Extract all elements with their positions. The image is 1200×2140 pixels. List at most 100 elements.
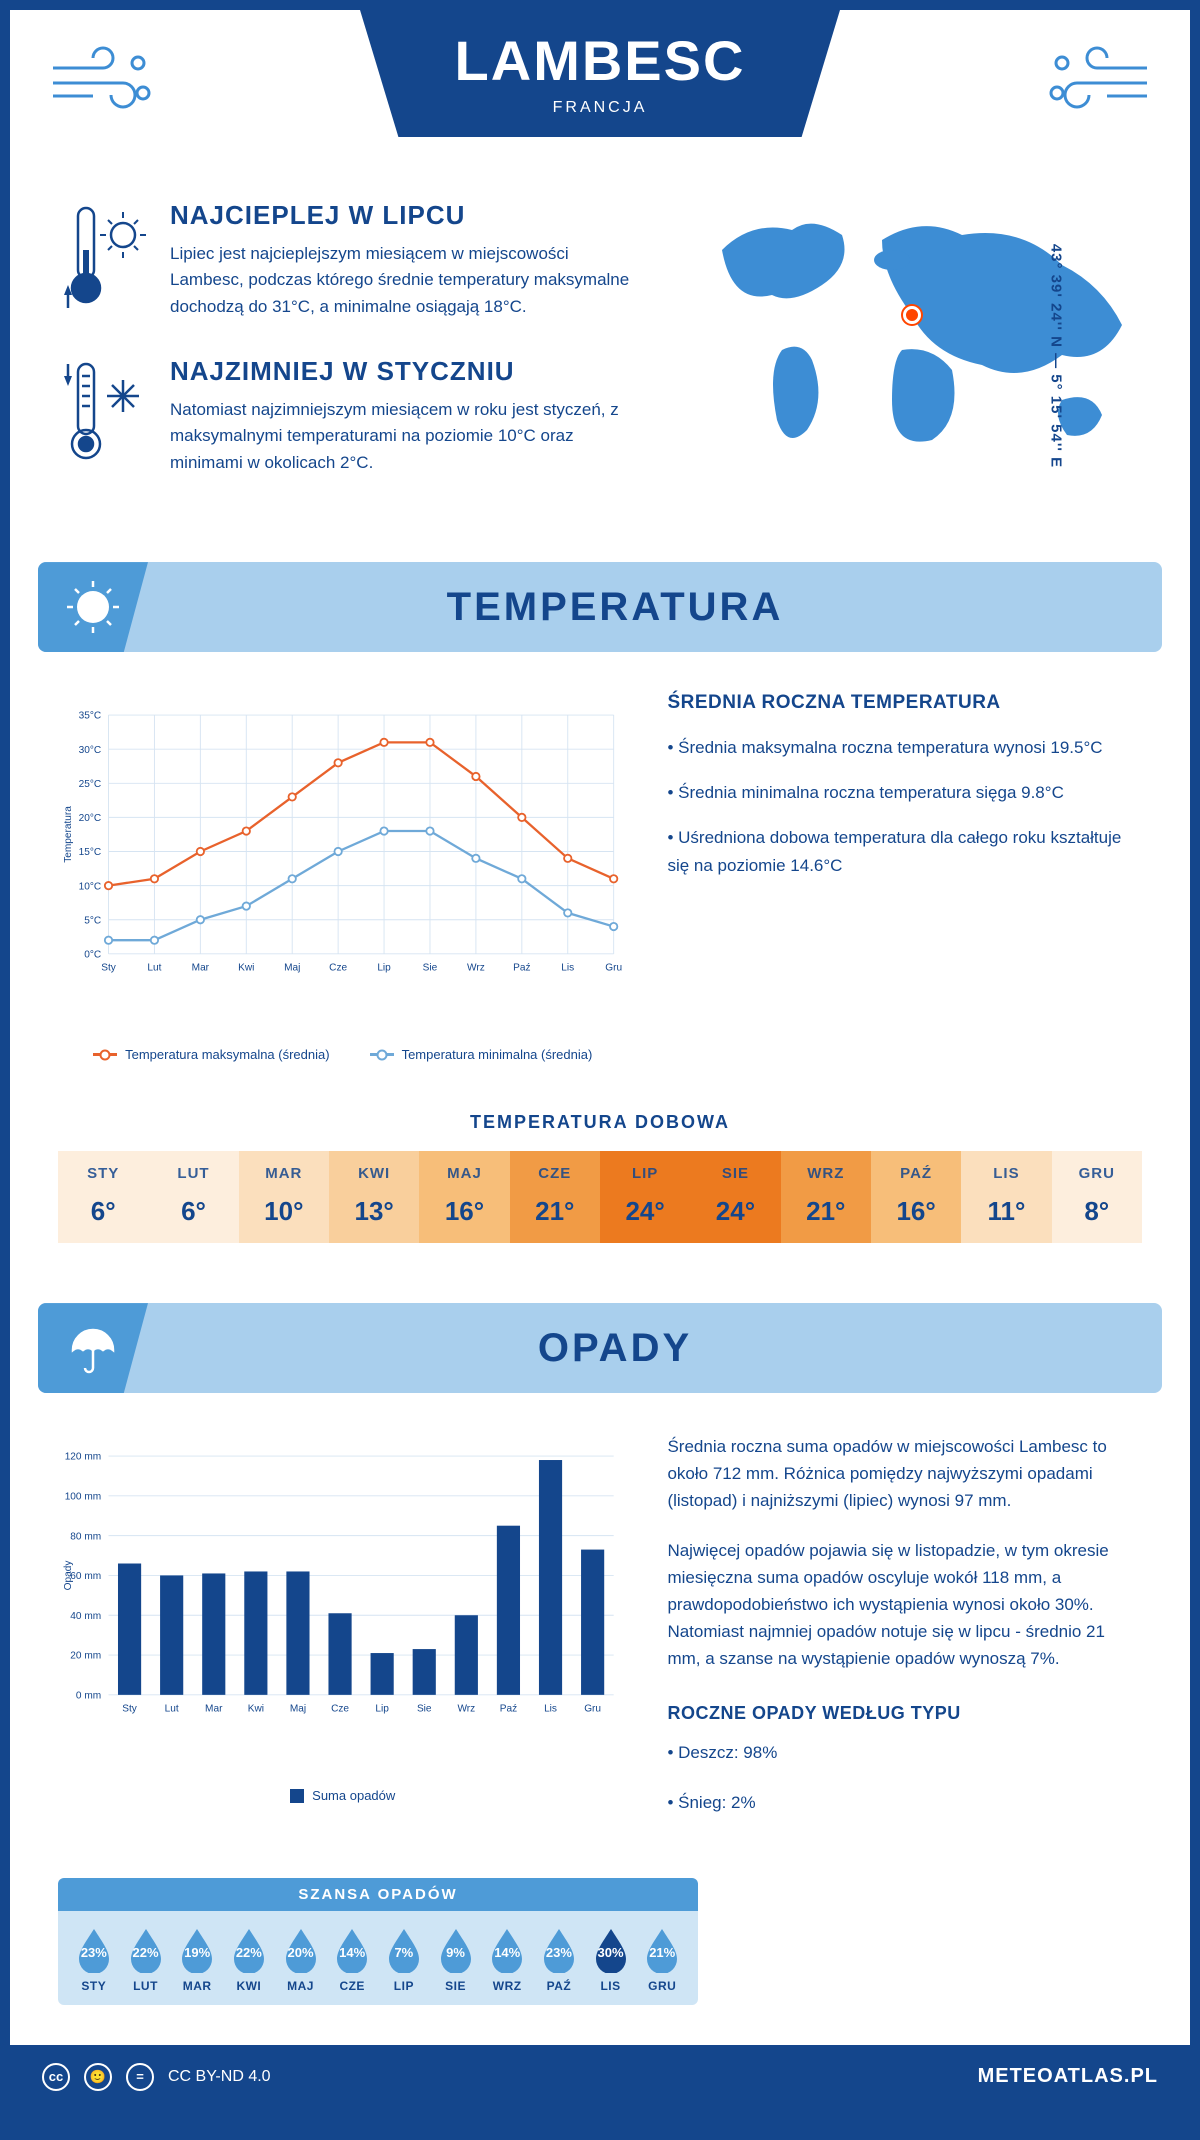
- daily-cell: PAŹ16°: [871, 1151, 961, 1243]
- svg-text:Wrz: Wrz: [467, 962, 485, 973]
- wind-icon: [48, 38, 158, 135]
- thermometer-snow-icon: [58, 356, 148, 476]
- chance-cell: 21%GRU: [636, 1927, 688, 1993]
- svg-text:Temperatura: Temperatura: [63, 806, 74, 863]
- daily-temp-title: TEMPERATURA DOBOWA: [10, 1112, 1190, 1133]
- nd-icon: =: [126, 2063, 154, 2091]
- svg-text:Lip: Lip: [375, 1703, 389, 1714]
- svg-text:Kwi: Kwi: [238, 962, 254, 973]
- section-title: OPADY: [68, 1326, 1162, 1371]
- svg-text:0°C: 0°C: [84, 950, 101, 961]
- fact-coldest: NAJZIMNIEJ W STYCZNIU Natomiast najzimni…: [58, 356, 642, 476]
- cc-icon: cc: [42, 2063, 70, 2091]
- footer: cc 🙂 = CC BY-ND 4.0 METEOATLAS.PL: [10, 2045, 1190, 2109]
- intro-section: NAJCIEPLEJ W LIPCU Lipiec jest najcieple…: [10, 170, 1190, 562]
- fact-text: Lipiec jest najcieplejszym miesiącem w m…: [170, 241, 642, 320]
- daily-cell: LIS11°: [961, 1151, 1051, 1243]
- svg-text:15°C: 15°C: [79, 847, 102, 858]
- info-title: ROCZNE OPADY WEDŁUG TYPU: [667, 1699, 1142, 1728]
- chance-cell: 22%LUT: [120, 1927, 172, 1993]
- svg-text:Gru: Gru: [605, 962, 622, 973]
- chance-cell: 14%WRZ: [481, 1927, 533, 1993]
- svg-text:Cze: Cze: [329, 962, 347, 973]
- svg-text:Sie: Sie: [423, 962, 438, 973]
- coordinates: 43° 39' 24'' N — 5° 15' 54'' E: [1047, 244, 1064, 468]
- info-bullet: • Śnieg: 2%: [667, 1789, 1142, 1816]
- daily-cell: SIE24°: [690, 1151, 780, 1243]
- chance-title: SZANSA OPADÓW: [58, 1878, 698, 1911]
- daily-cell: CZE21°: [510, 1151, 600, 1243]
- legend-label: Suma opadów: [312, 1788, 395, 1803]
- svg-text:Lip: Lip: [377, 962, 391, 973]
- svg-text:Sty: Sty: [101, 962, 117, 973]
- svg-text:Maj: Maj: [290, 1703, 306, 1714]
- section-banner-temperature: TEMPERATURA: [38, 562, 1162, 652]
- svg-text:Lut: Lut: [147, 962, 161, 973]
- daily-cell: MAR10°: [239, 1151, 329, 1243]
- svg-text:Paź: Paź: [513, 962, 530, 973]
- umbrella-icon: [38, 1303, 148, 1393]
- precipitation-chance: SZANSA OPADÓW 23%STY22%LUT19%MAR22%KWI20…: [58, 1878, 698, 2005]
- daily-cell: MAJ16°: [419, 1151, 509, 1243]
- svg-text:10°C: 10°C: [79, 881, 102, 892]
- svg-text:35°C: 35°C: [79, 711, 102, 722]
- chart-legend: Suma opadów: [58, 1788, 627, 1803]
- svg-text:100 mm: 100 mm: [65, 1492, 101, 1503]
- sun-icon: [38, 562, 148, 652]
- chance-cell: 23%PAŹ: [533, 1927, 585, 1993]
- chance-cell: 14%CZE: [326, 1927, 378, 1993]
- by-icon: 🙂: [84, 2063, 112, 2091]
- svg-text:Kwi: Kwi: [248, 1703, 264, 1714]
- daily-cell: LUT6°: [148, 1151, 238, 1243]
- thermometer-sun-icon: [58, 200, 148, 320]
- info-bullet: • Uśredniona dobowa temperatura dla całe…: [667, 824, 1142, 878]
- temperature-info: ŚREDNIA ROCZNA TEMPERATURA • Średnia mak…: [667, 692, 1142, 1062]
- world-map: [682, 200, 1142, 480]
- svg-text:Opady: Opady: [63, 1560, 74, 1591]
- chance-cell: 22%KWI: [223, 1927, 275, 1993]
- chance-cell: 20%MAJ: [275, 1927, 327, 1993]
- chance-cell: 30%LIS: [585, 1927, 637, 1993]
- wind-icon: [1042, 38, 1152, 135]
- info-title: ŚREDNIA ROCZNA TEMPERATURA: [667, 692, 1142, 714]
- daily-cell: GRU8°: [1052, 1151, 1142, 1243]
- svg-text:Lis: Lis: [561, 962, 574, 973]
- chance-cell: 19%MAR: [171, 1927, 223, 1993]
- svg-text:Cze: Cze: [331, 1703, 349, 1714]
- svg-text:Sty: Sty: [122, 1703, 138, 1714]
- daily-cell: STY6°: [58, 1151, 148, 1243]
- chart-legend: #lg-max::after{border-color:#e8622c}Temp…: [58, 1047, 627, 1062]
- legend-label: Temperatura maksymalna (średnia): [125, 1047, 329, 1062]
- info-bullet: • Deszcz: 98%: [667, 1739, 1142, 1766]
- svg-text:120 mm: 120 mm: [65, 1452, 101, 1463]
- site-name: METEOATLAS.PL: [978, 2065, 1158, 2088]
- svg-text:60 mm: 60 mm: [70, 1571, 101, 1582]
- svg-text:30°C: 30°C: [79, 745, 102, 756]
- svg-text:Mar: Mar: [205, 1703, 223, 1714]
- chance-cell: 23%STY: [68, 1927, 120, 1993]
- fact-text: Natomiast najzimniejszym miesiącem w rok…: [170, 397, 642, 476]
- info-paragraph: Średnia roczna suma opadów w miejscowośc…: [667, 1433, 1142, 1515]
- svg-text:20°C: 20°C: [79, 813, 102, 824]
- legend-label: Temperatura minimalna (średnia): [402, 1047, 593, 1062]
- section-banner-precipitation: OPADY: [38, 1303, 1162, 1393]
- temperature-line-chart: 0°C5°C10°C15°C20°C25°C30°C35°CStyLutMarK…: [58, 692, 627, 1062]
- fact-title: NAJCIEPLEJ W LIPCU: [170, 200, 642, 231]
- svg-text:5°C: 5°C: [84, 915, 101, 926]
- svg-text:Lis: Lis: [544, 1703, 557, 1714]
- fact-title: NAJZIMNIEJ W STYCZNIU: [170, 356, 642, 387]
- daily-cell: KWI13°: [329, 1151, 419, 1243]
- svg-text:Sie: Sie: [417, 1703, 432, 1714]
- daily-temp-strip: STY6°LUT6°MAR10°KWI13°MAJ16°CZE21°LIP24°…: [58, 1151, 1142, 1243]
- header: LAMBESC FRANCJA: [10, 10, 1190, 170]
- svg-text:Gru: Gru: [584, 1703, 601, 1714]
- svg-text:Maj: Maj: [284, 962, 300, 973]
- fact-hottest: NAJCIEPLEJ W LIPCU Lipiec jest najcieple…: [58, 200, 642, 320]
- svg-text:Mar: Mar: [192, 962, 210, 973]
- info-bullet: • Średnia minimalna roczna temperatura s…: [667, 779, 1142, 806]
- country-name: FRANCJA: [360, 99, 840, 117]
- precipitation-bar-chart: 0 mm20 mm40 mm60 mm80 mm100 mm120 mmStyL…: [58, 1433, 627, 1838]
- chance-cell: 9%SIE: [430, 1927, 482, 1993]
- daily-cell: WRZ21°: [781, 1151, 871, 1243]
- precipitation-info: Średnia roczna suma opadów w miejscowośc…: [667, 1433, 1142, 1838]
